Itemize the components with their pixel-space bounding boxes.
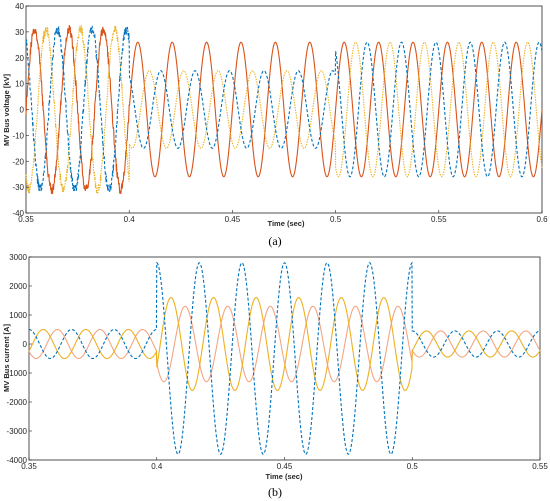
current-series-line — [28, 261, 541, 455]
voltage-y-tick-label: 40 — [15, 2, 24, 11]
voltage-y-tick-label: 30 — [15, 28, 24, 37]
voltage-y-tick-label: 10 — [15, 80, 24, 89]
voltage-series-line — [25, 24, 543, 195]
voltage-axis-ticks: 0.35 0.4 0.45 0.5 0.55 0.6 -40 -30 -20 -10 0 10 20 30… — [12, 2, 548, 224]
voltage-y-tick-label: -30 — [12, 183, 24, 192]
voltage-x-axis-label: Time (sec) — [268, 219, 305, 228]
current-y-tick-label: -2000 — [7, 398, 28, 407]
voltage-x-tick-label: 0.6 — [536, 215, 548, 224]
current-y-axis-label: MV Bus current [A] — [2, 324, 11, 392]
voltage-chart: 0.35 0.4 0.45 0.5 0.55 0.6 -40 -30 -20 -10 0 10 20 30… — [2, 2, 548, 248]
current-y-tick-label: 0 — [23, 340, 28, 349]
voltage-y-tick-label: 20 — [15, 54, 24, 63]
current-y-tick-label: -3000 — [7, 427, 28, 436]
current-y-tick-label: 1000 — [9, 311, 27, 320]
current-plot-frame — [28, 256, 541, 461]
current-y-tick-label: -4000 — [7, 456, 28, 465]
voltage-series-line — [25, 25, 543, 192]
voltage-y-tick-label: 0 — [20, 106, 25, 115]
voltage-x-tick-label: 0.35 — [18, 215, 34, 224]
voltage-x-tick-label: 0.45 — [225, 215, 241, 224]
voltage-x-tick-label: 0.5 — [330, 215, 342, 224]
current-x-tick-label: 0.5 — [407, 462, 419, 471]
voltage-series-line — [25, 25, 543, 195]
current-x-tick-label: 0.35 — [21, 462, 37, 471]
current-axis-ticks: 0.35 0.4 0.45 0.5 0.55 -4000 -3000 -2000 -1000 0 1… — [7, 253, 549, 471]
voltage-y-axis-label: MV Bus voltage [kV] — [2, 73, 11, 146]
current-x-tick-label: 0.55 — [532, 462, 548, 471]
voltage-y-tick-label: -10 — [12, 131, 24, 140]
current-series-group — [28, 261, 541, 455]
voltage-x-tick-label: 0.4 — [124, 215, 136, 224]
current-x-axis-label: Time (sec) — [266, 472, 303, 481]
current-series-line — [28, 297, 541, 391]
current-y-tick-label: -1000 — [7, 369, 28, 378]
current-y-tick-label: 2000 — [9, 282, 27, 291]
caption-a: (a) — [268, 234, 281, 248]
voltage-series-group — [25, 24, 543, 195]
caption-b: (b) — [268, 485, 282, 499]
current-chart: 0.35 0.4 0.45 0.5 0.55 -4000 -3000 -2000 -1000 0 1… — [2, 253, 548, 499]
voltage-y-tick-label: -40 — [12, 209, 24, 218]
voltage-y-tick-label: -20 — [12, 157, 24, 166]
voltage-x-tick-label: 0.55 — [431, 215, 447, 224]
current-x-tick-label: 0.4 — [151, 462, 163, 471]
current-y-tick-label: 3000 — [9, 253, 27, 262]
current-x-tick-label: 0.45 — [277, 462, 293, 471]
